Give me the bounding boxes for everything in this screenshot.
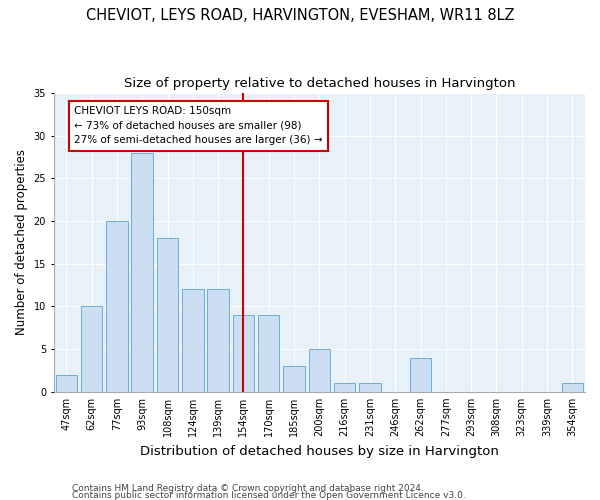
- Bar: [106, 221, 128, 392]
- Bar: [208, 290, 229, 392]
- X-axis label: Distribution of detached houses by size in Harvington: Distribution of detached houses by size …: [140, 444, 499, 458]
- Bar: [233, 315, 254, 392]
- Bar: [562, 384, 583, 392]
- Title: Size of property relative to detached houses in Harvington: Size of property relative to detached ho…: [124, 78, 515, 90]
- Text: Contains HM Land Registry data © Crown copyright and database right 2024.: Contains HM Land Registry data © Crown c…: [72, 484, 424, 493]
- Bar: [81, 306, 103, 392]
- Text: CHEVIOT, LEYS ROAD, HARVINGTON, EVESHAM, WR11 8LZ: CHEVIOT, LEYS ROAD, HARVINGTON, EVESHAM,…: [86, 8, 514, 22]
- Y-axis label: Number of detached properties: Number of detached properties: [15, 150, 28, 336]
- Bar: [359, 384, 381, 392]
- Text: CHEVIOT LEYS ROAD: 150sqm
← 73% of detached houses are smaller (98)
27% of semi-: CHEVIOT LEYS ROAD: 150sqm ← 73% of detac…: [74, 106, 322, 146]
- Bar: [308, 349, 330, 392]
- Bar: [334, 384, 355, 392]
- Bar: [182, 290, 203, 392]
- Bar: [283, 366, 305, 392]
- Bar: [157, 238, 178, 392]
- Text: Contains public sector information licensed under the Open Government Licence v3: Contains public sector information licen…: [72, 490, 466, 500]
- Bar: [410, 358, 431, 392]
- Bar: [131, 153, 153, 392]
- Bar: [56, 374, 77, 392]
- Bar: [258, 315, 280, 392]
